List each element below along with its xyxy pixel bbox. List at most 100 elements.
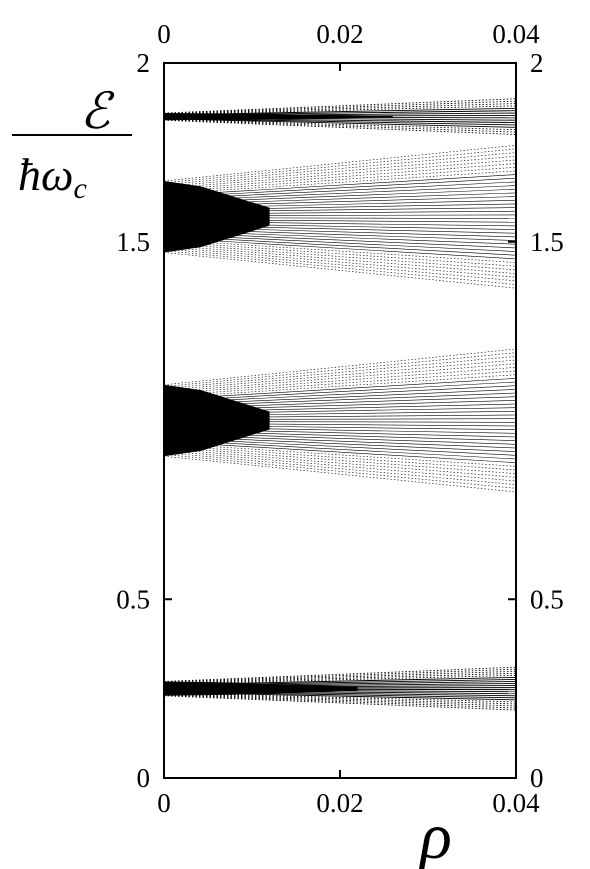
band-level-line bbox=[163, 695, 517, 711]
y-tick-label-left: 2 bbox=[137, 48, 151, 78]
band-level-line bbox=[163, 237, 517, 260]
band-level-line bbox=[163, 148, 517, 184]
band-level-line bbox=[163, 100, 517, 114]
band-level-line bbox=[163, 441, 517, 463]
band-level-line bbox=[163, 428, 517, 438]
band-level-line bbox=[163, 105, 517, 115]
band-level-line bbox=[163, 159, 517, 189]
band-level-line bbox=[163, 692, 517, 703]
band-level-line bbox=[163, 250, 517, 285]
band-level-line bbox=[163, 98, 517, 114]
band-level-line bbox=[163, 690, 517, 697]
band-level-line bbox=[163, 681, 517, 687]
band-level-line bbox=[163, 181, 517, 200]
y-tick-label-right: 0 bbox=[530, 763, 544, 793]
band-level-line bbox=[163, 454, 517, 489]
band-level-line bbox=[163, 252, 517, 289]
band-level-line bbox=[163, 426, 517, 434]
band-level-line bbox=[163, 246, 517, 278]
band-level-line bbox=[163, 114, 517, 117]
band-level-line bbox=[163, 235, 517, 256]
y-label-denominator-sub: c bbox=[73, 172, 86, 205]
y-label-numerator: ℰ bbox=[80, 83, 115, 139]
band-level-line bbox=[163, 243, 517, 271]
band-level-line bbox=[163, 230, 517, 245]
band-level-line bbox=[163, 432, 517, 445]
band-level-line bbox=[163, 152, 517, 185]
y-axis-label: ℰ ħωc bbox=[12, 83, 132, 205]
band-level-line bbox=[163, 248, 517, 282]
band-level-line bbox=[163, 352, 517, 387]
band-level-line bbox=[163, 363, 517, 393]
band-level-line bbox=[163, 222, 517, 230]
band-level-line bbox=[163, 668, 517, 683]
y-tick-label-left: 0.5 bbox=[116, 584, 150, 614]
band-level-line bbox=[163, 210, 517, 215]
band-level-line bbox=[163, 421, 517, 423]
y-tick-label-right: 2 bbox=[530, 48, 544, 78]
y-tick-label-left: 0 bbox=[137, 763, 151, 793]
band-level-line bbox=[163, 219, 517, 223]
band-level-line bbox=[163, 685, 517, 689]
band-level-line bbox=[163, 694, 517, 709]
energy-band bbox=[163, 98, 517, 135]
band-level-line bbox=[163, 378, 517, 400]
band-level-line bbox=[163, 437, 517, 456]
band-level-line bbox=[163, 116, 517, 121]
y-label-denominator: ħωc bbox=[18, 149, 87, 205]
band-level-line bbox=[163, 381, 517, 402]
band-level-line bbox=[163, 450, 517, 482]
band-level-line bbox=[163, 689, 517, 693]
band-level-line bbox=[163, 144, 517, 182]
band-level-line bbox=[163, 118, 517, 128]
band-level-line bbox=[163, 166, 517, 193]
band-level-line bbox=[163, 110, 517, 116]
band-level-line bbox=[163, 418, 517, 420]
y-tick-label-right: 1.5 bbox=[530, 227, 564, 257]
energy-band bbox=[163, 144, 517, 289]
band-level-line bbox=[163, 116, 517, 119]
band-level-line bbox=[163, 117, 517, 124]
energy-band bbox=[163, 666, 517, 711]
band-level-line bbox=[163, 244, 517, 274]
band-level-line bbox=[163, 691, 517, 701]
band-level-line bbox=[163, 188, 517, 204]
band-level-line bbox=[163, 385, 517, 404]
band-level-line bbox=[163, 192, 517, 206]
axis-ticks: 000.020.020.040.040 00.5 0.51.5 1.52 2 bbox=[116, 19, 564, 818]
band-level-line bbox=[163, 217, 517, 219]
y-tick-label-left: 1.5 bbox=[116, 227, 150, 257]
band-dense-region bbox=[164, 384, 270, 457]
x-tick-label-bottom: 0 bbox=[157, 788, 171, 818]
band-level-line bbox=[163, 119, 517, 135]
band-level-line bbox=[163, 174, 517, 196]
band-level-line bbox=[163, 688, 517, 691]
band-level-line bbox=[163, 424, 517, 430]
band-level-line bbox=[163, 224, 517, 234]
band-level-line bbox=[163, 430, 517, 441]
band-level-line bbox=[163, 672, 517, 684]
band-level-line bbox=[163, 117, 517, 126]
band-level-line bbox=[163, 448, 517, 478]
band-level-line bbox=[163, 103, 517, 115]
x-tick-label-bottom: 0.02 bbox=[316, 788, 363, 818]
band-level-line bbox=[163, 112, 517, 117]
band-level-line bbox=[163, 403, 517, 413]
band-level-line bbox=[163, 214, 517, 217]
x-tick-label-top: 0.04 bbox=[492, 19, 540, 49]
band-level-line bbox=[163, 689, 517, 695]
band-level-line bbox=[163, 356, 517, 389]
band-level-line bbox=[163, 452, 517, 485]
band-level-line bbox=[163, 389, 517, 406]
band-level-line bbox=[163, 359, 517, 391]
band-level-line bbox=[163, 683, 517, 688]
band-level-line bbox=[163, 118, 517, 131]
band-level-line bbox=[163, 407, 517, 415]
band-level-line bbox=[163, 392, 517, 408]
band-level-line bbox=[163, 676, 517, 686]
band-level-line bbox=[163, 435, 517, 452]
band-level-line bbox=[163, 422, 517, 427]
band-level-line bbox=[163, 207, 517, 213]
band-level-line bbox=[163, 348, 517, 386]
